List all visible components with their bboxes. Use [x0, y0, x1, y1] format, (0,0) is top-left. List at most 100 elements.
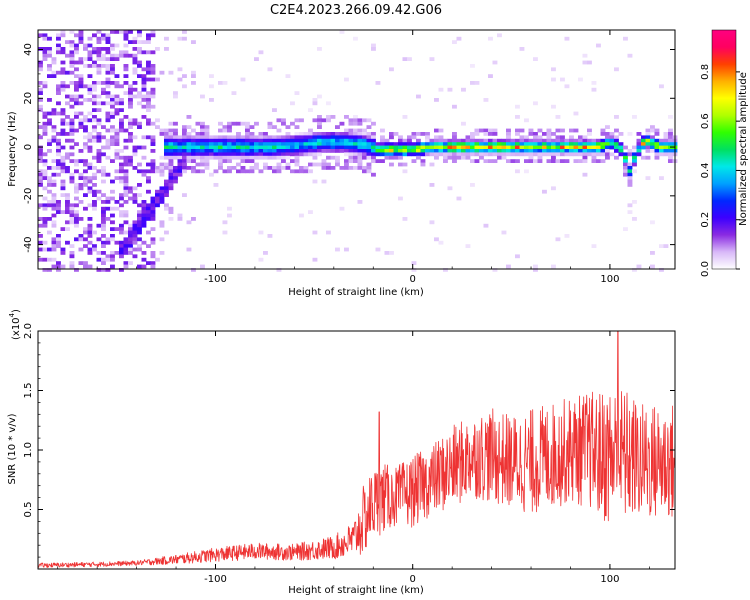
heatmap-cell: [357, 128, 363, 133]
heatmap-cell: [78, 183, 84, 187]
heatmap-cell: [200, 94, 205, 99]
heatmap-cell: [42, 162, 48, 167]
heatmap-cell: [335, 125, 340, 129]
heatmap-cell: [56, 152, 61, 157]
heatmap-cell: [87, 87, 93, 92]
heatmap-cell: [101, 268, 106, 272]
heatmap-cell: [281, 159, 286, 163]
heatmap-cell: [398, 149, 403, 153]
heatmap-cell: [101, 145, 106, 150]
heatmap-cell: [209, 155, 214, 160]
heatmap-cell: [195, 142, 201, 146]
y-tick-label: 0.5: [23, 502, 34, 518]
heatmap-cell: [614, 155, 619, 160]
heatmap-cell: [560, 149, 565, 153]
heatmap-cell: [60, 227, 66, 231]
heatmap-cell: [69, 172, 75, 177]
heatmap-cell: [654, 149, 660, 153]
heatmap-cell: [137, 60, 142, 65]
x-tick-label: -100: [204, 574, 227, 585]
heatmap-cell: [222, 145, 228, 150]
heatmap-cell: [330, 149, 336, 153]
heatmap-cell: [623, 227, 628, 231]
heatmap-cell: [200, 145, 205, 150]
heatmap-cell: [227, 152, 232, 157]
heatmap-cell: [582, 53, 588, 58]
heatmap-cell: [582, 172, 588, 177]
heatmap-cell: [123, 176, 129, 180]
heatmap-cell: [155, 166, 160, 170]
heatmap-cell: [200, 125, 205, 129]
heatmap-cell: [438, 87, 444, 92]
heatmap-cell: [416, 94, 421, 99]
heatmap-cell: [438, 240, 444, 245]
heatmap-cell: [222, 152, 228, 157]
heatmap-cell: [128, 196, 133, 201]
heatmap-cell: [60, 33, 66, 38]
heatmap-cell: [114, 251, 120, 255]
heatmap-cell: [434, 138, 439, 143]
heatmap-cell: [375, 247, 381, 252]
heatmap-cell: [515, 254, 520, 259]
heatmap-cell: [285, 152, 291, 157]
heatmap-cell: [51, 237, 57, 242]
heatmap-cell: [87, 251, 93, 255]
heatmap-cell: [303, 166, 309, 170]
heatmap-cell: [56, 47, 61, 51]
heatmap-cell: [326, 101, 331, 106]
heatmap-cell: [407, 135, 412, 140]
heatmap-cell: [303, 132, 309, 136]
heatmap-cell: [281, 135, 286, 140]
heatmap-cell: [200, 264, 205, 269]
heatmap-cell: [105, 91, 111, 95]
heatmap-cell: [60, 132, 66, 136]
heatmap-cell: [137, 169, 142, 174]
heatmap-cell: [645, 145, 651, 150]
heatmap-cell: [42, 33, 48, 38]
heatmap-cell: [452, 155, 457, 160]
heatmap-cell: [222, 128, 228, 133]
heatmap-cell: [204, 125, 210, 129]
heatmap-cell: [267, 166, 273, 170]
heatmap-cell: [213, 149, 219, 153]
heatmap-cell: [447, 138, 453, 143]
heatmap-cell: [150, 254, 156, 259]
heatmap-cell: [218, 162, 223, 167]
heatmap-cell: [119, 268, 124, 272]
heatmap-cell: [663, 152, 669, 157]
heatmap-cell: [101, 206, 106, 211]
heatmap-cell: [74, 87, 79, 92]
heatmap-cell: [96, 268, 102, 272]
heatmap-cell: [128, 159, 133, 163]
heatmap-cell: [150, 166, 156, 170]
heatmap-cell: [146, 230, 151, 235]
heatmap-cell: [632, 159, 637, 163]
heatmap-cell: [209, 135, 214, 140]
heatmap-cell: [96, 70, 102, 75]
heatmap-cell: [533, 132, 538, 136]
heatmap-cell: [497, 145, 502, 150]
heatmap-cell: [659, 152, 664, 157]
heatmap-cell: [195, 121, 201, 126]
heatmap-cell: [141, 203, 147, 208]
heatmap-cell: [411, 152, 417, 157]
heatmap-cell: [492, 149, 498, 153]
heatmap-cell: [353, 155, 358, 160]
heatmap-cell: [578, 145, 583, 150]
heatmap-cell: [42, 220, 48, 225]
heatmap-cell: [276, 268, 282, 272]
heatmap-cell: [330, 155, 336, 160]
heatmap-cell: [47, 111, 52, 116]
heatmap-cell: [294, 135, 300, 140]
heatmap-cell: [267, 145, 273, 150]
heatmap-cell: [429, 149, 435, 153]
heatmap-cell: [654, 142, 660, 146]
spectrogram-frame: [37, 29, 676, 270]
heatmap-cell: [389, 251, 394, 255]
heatmap-cell: [47, 67, 52, 72]
heatmap-cell: [434, 155, 439, 160]
heatmap-cell: [65, 132, 70, 136]
heatmap-cell: [87, 132, 93, 136]
heatmap-cell: [353, 135, 358, 140]
